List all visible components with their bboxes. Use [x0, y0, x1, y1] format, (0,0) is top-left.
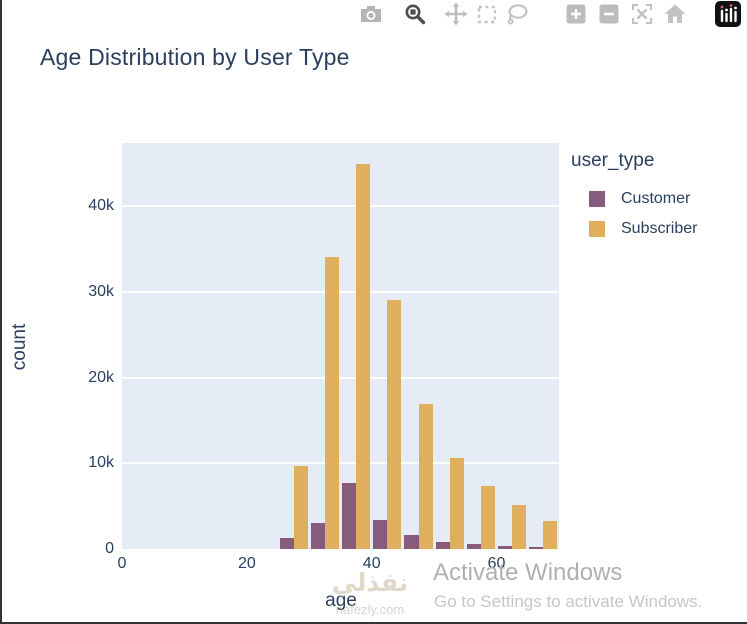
bar-subscriber-35-40[interactable] [356, 164, 371, 549]
bar-customer-30-35[interactable] [310, 523, 325, 549]
bar-customer-40-45[interactable] [373, 519, 388, 549]
x-tick-label: 0 [117, 555, 127, 572]
chart-title: Age Distribution by User Type [40, 44, 350, 70]
x-tick-label: 20 [237, 555, 256, 572]
zoom-out-icon[interactable] [597, 2, 621, 26]
legend-swatch [589, 191, 605, 207]
x-tick-label: 60 [487, 555, 506, 572]
legend-item-subscriber[interactable]: Subscriber [571, 214, 741, 244]
zoom-in-icon[interactable] [564, 2, 588, 26]
x-axis-title: age [325, 590, 357, 611]
zoom-icon[interactable] [403, 2, 427, 26]
y-tick-label: 10k [88, 454, 114, 472]
bar-customer-45-50[interactable] [404, 535, 419, 549]
camera-download-icon[interactable] [359, 2, 383, 26]
legend-label: Customer [621, 190, 691, 207]
legend-swatch [589, 221, 605, 237]
activate-windows-text: Activate Windows [433, 559, 623, 586]
plotly-logo-icon[interactable] [714, 0, 742, 28]
lasso-select-icon[interactable] [505, 2, 529, 26]
bar-customer-35-40[interactable] [342, 483, 357, 549]
autoscale-icon[interactable] [630, 2, 654, 26]
bar-subscriber-55-60[interactable] [480, 485, 495, 549]
bar-subscriber-40-45[interactable] [387, 299, 402, 549]
bar-subscriber-50-55[interactable] [449, 458, 464, 549]
legend-item-customer[interactable]: Customer [571, 184, 741, 214]
y-tick-label: 0 [105, 540, 114, 557]
y-tick-label: 20k [88, 368, 114, 386]
bar-subscriber-25-30[interactable] [293, 465, 308, 549]
watermark-site: nafezly.com [335, 602, 405, 617]
gridline [122, 376, 559, 379]
bar-subscriber-30-35[interactable] [324, 256, 339, 549]
gridline [122, 205, 559, 208]
box-select-icon[interactable] [475, 2, 499, 26]
plotly-modebar [2, 0, 747, 30]
bar-customer-55-60[interactable] [466, 543, 481, 549]
watermark-arabic: نفذلي [331, 568, 409, 597]
legend: user_type Customer Subscriber [571, 150, 741, 244]
bar-subscriber-45-50[interactable] [418, 404, 433, 549]
pan-icon[interactable] [444, 2, 468, 26]
bar-subscriber-65-70[interactable] [543, 520, 558, 549]
bar-customer-50-55[interactable] [435, 542, 450, 549]
gridline [122, 291, 559, 294]
y-axis-title: count [9, 323, 30, 371]
gridline [122, 462, 559, 465]
bar-customer-60-65[interactable] [498, 545, 513, 549]
x-tick-label: 40 [362, 555, 381, 572]
legend-label: Subscriber [621, 220, 698, 237]
legend-title: user_type [571, 150, 655, 171]
bar-subscriber-60-65[interactable] [512, 505, 527, 549]
bar-customer-25-30[interactable] [279, 537, 294, 549]
activate-windows-subtext: Go to Settings to activate Windows. [434, 592, 703, 611]
y-tick-label: 40k [88, 197, 114, 215]
reset-axes-home-icon[interactable] [663, 2, 687, 26]
y-tick-label: 30k [88, 283, 114, 301]
plot-area[interactable] [122, 143, 559, 549]
bar-customer-65-70[interactable] [529, 547, 544, 549]
